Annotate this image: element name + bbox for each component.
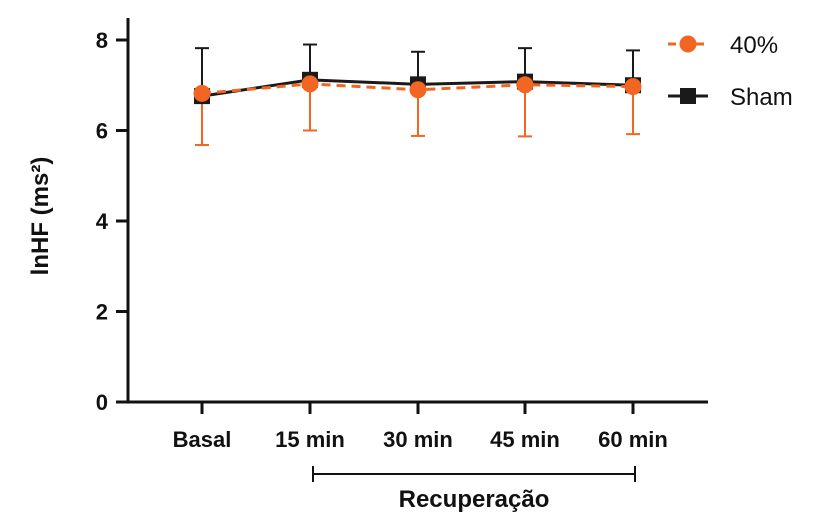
x-tick-label: 45 min	[490, 427, 560, 452]
y-axis-title: lnHF (ms²)	[27, 157, 54, 276]
y-tick-label: 6	[96, 119, 108, 144]
legend-marker	[679, 35, 697, 53]
x-tick-label: 30 min	[383, 427, 453, 452]
x-tick-label: 60 min	[598, 427, 668, 452]
y-tick-label: 8	[96, 28, 108, 53]
y-tick-label: 0	[96, 390, 108, 415]
y-tick-label: 2	[96, 300, 108, 325]
data-point	[516, 76, 534, 94]
series-markers	[193, 71, 642, 105]
legend-marker	[680, 88, 696, 104]
legend-label: Sham	[730, 84, 793, 111]
y-axis-ticks: 0 2 4 6 8	[96, 28, 128, 415]
data-point	[301, 75, 319, 93]
data-point	[193, 84, 211, 102]
x-tick-label: 15 min	[275, 427, 345, 452]
recovery-bracket: Recuperação	[312, 466, 636, 513]
x-tick-label: Basal	[173, 427, 232, 452]
data-point	[624, 78, 642, 96]
data-point	[409, 81, 427, 99]
bracket-label: Recuperação	[399, 486, 550, 513]
y-tick-label: 4	[96, 209, 109, 234]
x-axis-ticks: Basal 15 min 30 min 45 min 60 min	[173, 402, 668, 452]
legend-label: 40%	[730, 32, 778, 59]
legend: 40% Sham	[668, 32, 793, 111]
